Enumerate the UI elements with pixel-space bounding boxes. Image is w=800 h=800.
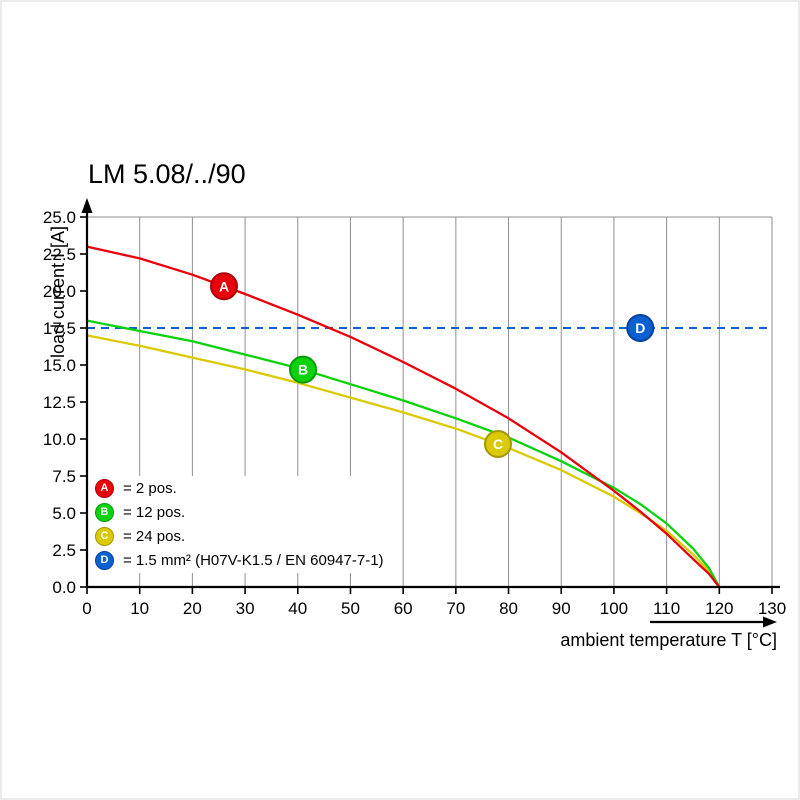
y-tick-label: 12.5 [43, 393, 76, 412]
y-axis-label: load current I [A] [48, 226, 68, 358]
marker-D-letter: D [635, 320, 645, 336]
x-tick-label: 110 [653, 599, 680, 618]
legend-marker-B: B [95, 503, 114, 522]
x-tick-label: 70 [446, 599, 465, 618]
y-tick-label: 17.5 [43, 319, 76, 338]
x-tick-label: 90 [552, 599, 571, 618]
x-tick-label: 60 [394, 599, 413, 618]
marker-D [626, 314, 655, 342]
marker-B [289, 355, 318, 384]
marker-C [484, 430, 512, 459]
x-tick-label: 30 [236, 599, 255, 618]
chart-legend: A = 2 pos. B = 12 pos. C = 24 pos. D = 1.5 mm² … [92, 476, 392, 573]
legend-item-B: B = 12 pos. [95, 503, 384, 522]
series-B-curve [85, 319, 721, 589]
marker-B-letter: B [298, 362, 308, 378]
marker-C-letter: C [493, 436, 503, 452]
x-tick-label: 0 [82, 599, 91, 618]
x-tick-label: 80 [499, 599, 518, 618]
marker-A [210, 272, 238, 301]
x-tick-label: 130 [758, 599, 786, 618]
legend-item-A: A = 2 pos. [95, 479, 384, 498]
y-tick-label: 10.0 [43, 430, 76, 449]
y-tick-label: 2.5 [52, 541, 76, 560]
legend-marker-D: D [95, 551, 114, 570]
series-C-curve [85, 334, 721, 589]
x-axis-label: ambient temperature T [°C] [560, 630, 777, 650]
y-tick-label: 20.0 [43, 282, 76, 301]
y-axis-arrow [81, 198, 93, 213]
legend-item-D: D = 1.5 mm² (H07V-K1.5 / EN 60947-7-1) [95, 551, 384, 570]
marker-A-letter: A [219, 278, 229, 294]
x-tick-label: 120 [705, 599, 733, 618]
x-tick-label: 10 [130, 599, 149, 618]
legend-label-D: = 1.5 mm² (H07V-K1.5 / EN 60947-7-1) [123, 552, 384, 569]
x-tick-label: 50 [341, 599, 360, 618]
y-tick-label: 7.5 [52, 467, 76, 486]
x-tick-label: 20 [183, 599, 202, 618]
legend-label-C: = 24 pos. [123, 528, 186, 545]
y-tick-label: 5.0 [52, 504, 76, 523]
legend-item-C: C = 24 pos. [95, 527, 384, 546]
y-tick-label: 22.5 [43, 245, 76, 264]
chart-title: LM 5.08/../90 [88, 159, 246, 189]
legend-marker-A: A [95, 479, 114, 498]
legend-label-B: = 12 pos. [123, 504, 186, 521]
legend-label-A: = 2 pos. [123, 480, 177, 497]
x-label-arrow [763, 616, 777, 628]
y-tick-label: 15.0 [43, 356, 76, 375]
y-tick-label: 0.0 [52, 578, 76, 597]
y-tick-label: 25.0 [43, 208, 76, 227]
x-tick-label: 100 [600, 599, 628, 618]
legend-marker-C: C [95, 527, 114, 546]
plot-area: 0 10 20 30 40 50 60 70 80 90 100 110 120 130 0.0 2.5 5.0… [43, 198, 786, 628]
x-tick-label: 40 [288, 599, 307, 618]
